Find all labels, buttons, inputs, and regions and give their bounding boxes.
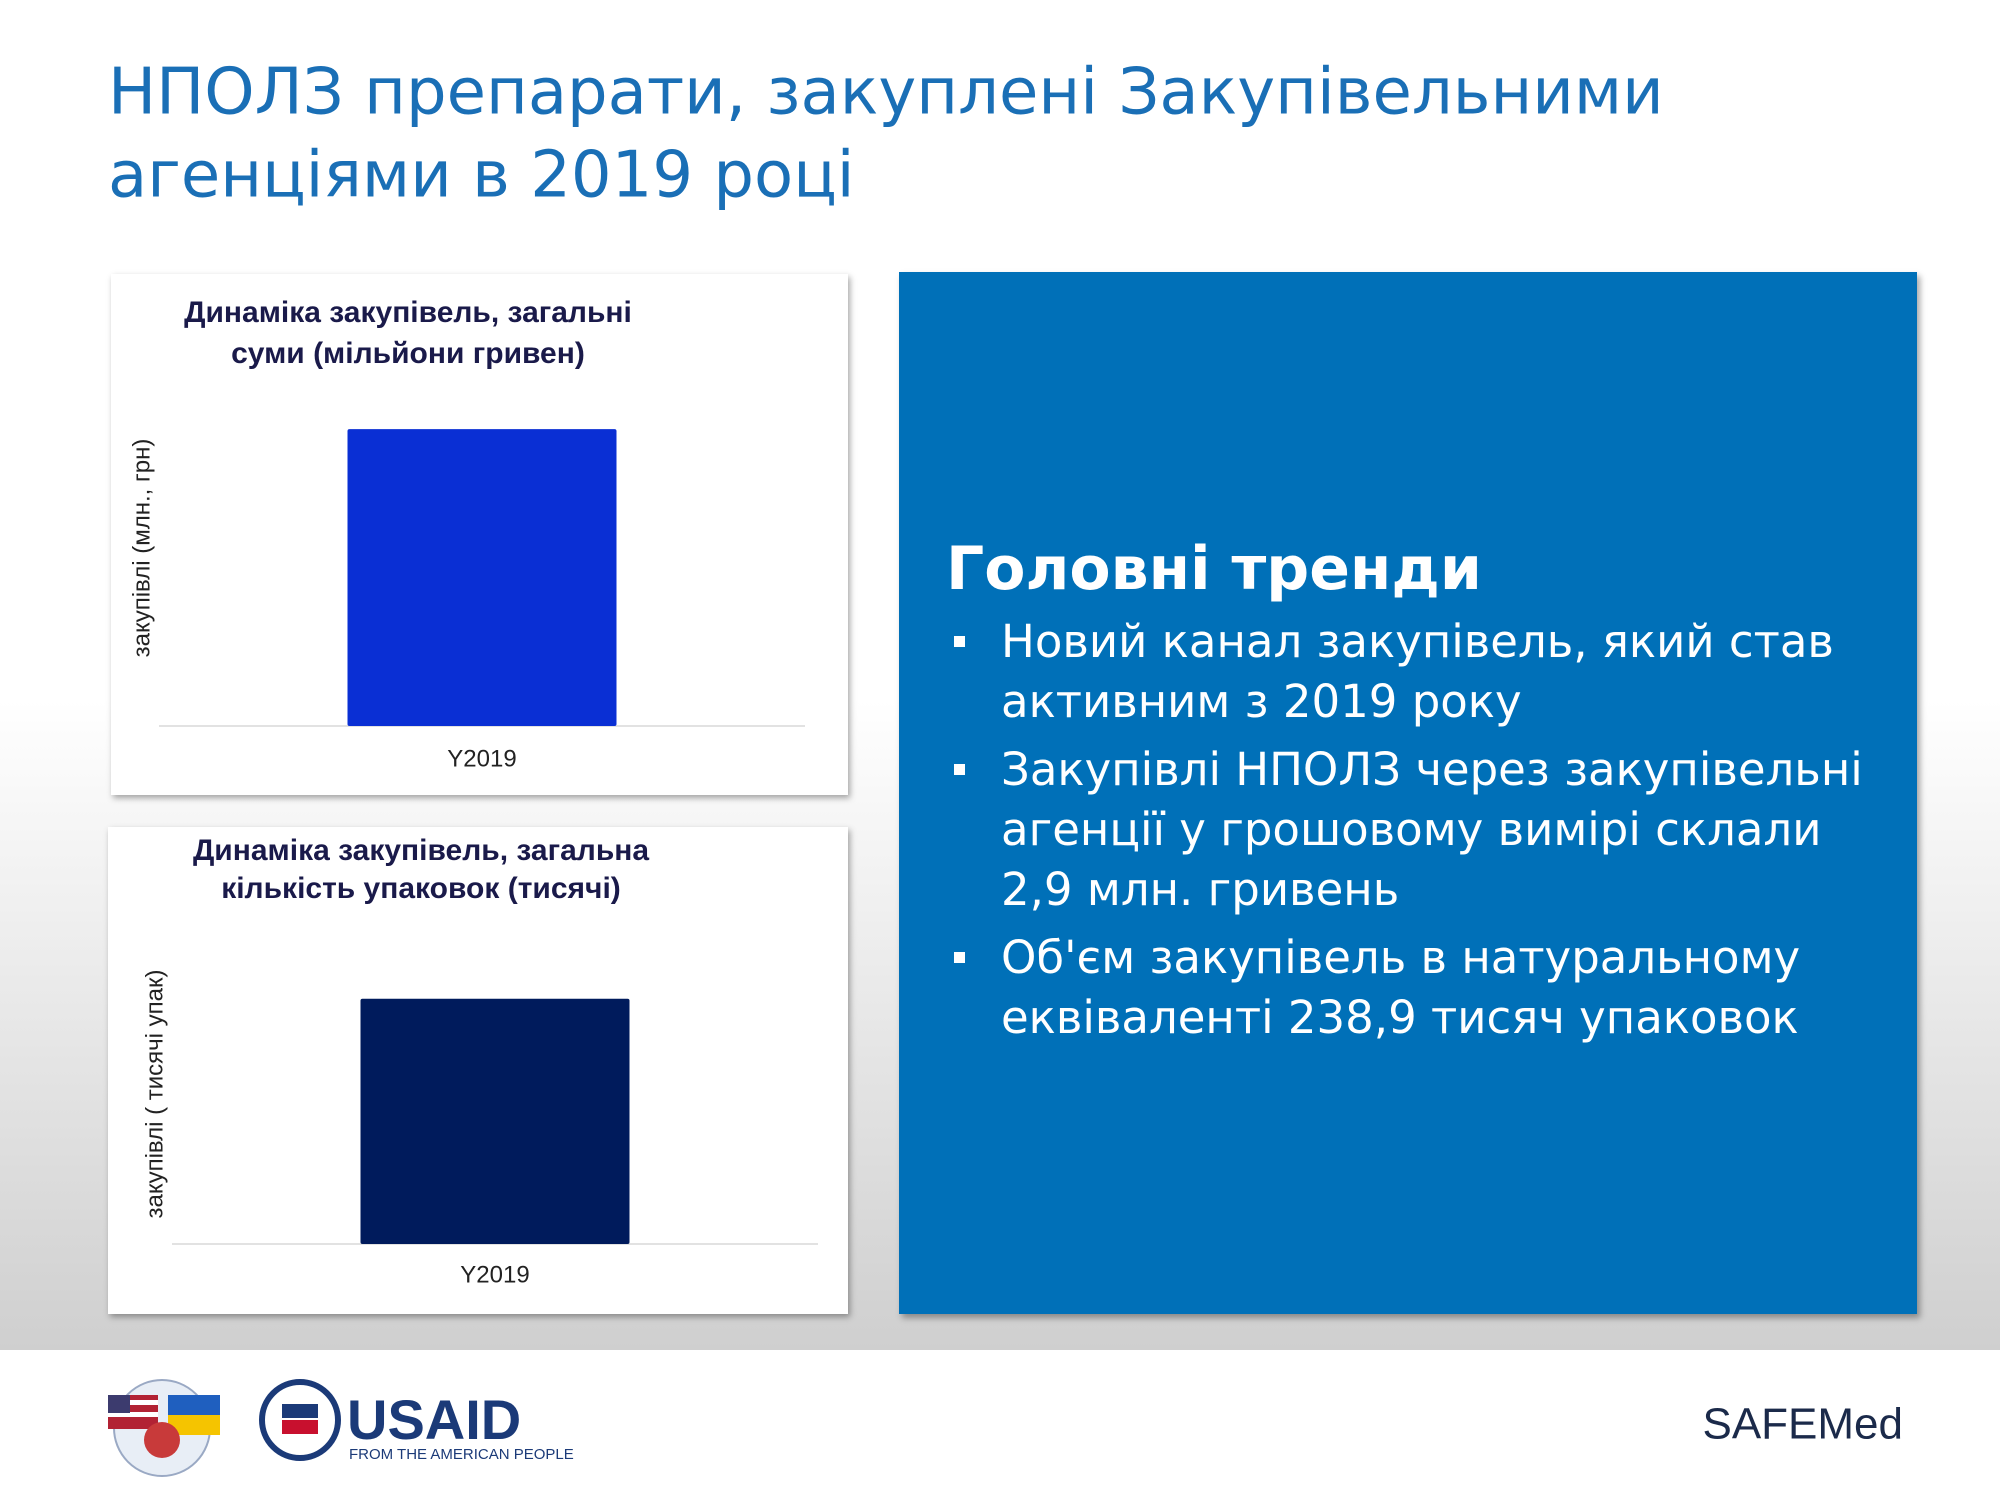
bar bbox=[360, 998, 630, 1244]
trend-bullet: Закупівлі НПОЛЗ через закупівельні агенц… bbox=[946, 740, 1881, 920]
safemed-logo: SAFEMed bbox=[1702, 1400, 1903, 1449]
trend-bullet: Новий канал закупівель, який став активн… bbox=[946, 612, 1881, 732]
partner-emblem bbox=[108, 1379, 220, 1477]
y-axis-label: закупівлі ( тисячі упак) bbox=[141, 969, 168, 1218]
trends-list: Новий канал закупівель, який став активн… bbox=[946, 612, 1887, 1048]
chart-title: Динаміка закупівель, загальна bbox=[193, 834, 649, 867]
trend-bullet: Об'єм закупівель в натуральному еквівале… bbox=[946, 928, 1881, 1048]
y-axis-label: закупівлі (млн., грн) bbox=[128, 439, 155, 658]
chart-title: суми (мільйони гривен) bbox=[231, 337, 585, 370]
trends-heading: Головні тренди bbox=[946, 534, 1482, 604]
x-tick-label: Y2019 bbox=[460, 1261, 529, 1288]
usaid-wordmark: USAID bbox=[347, 1388, 521, 1451]
usaid-tagline: FROM THE AMERICAN PEOPLE bbox=[349, 1446, 574, 1463]
trends-panel: Головні тренди Новий канал закупівель, я… bbox=[899, 272, 1917, 1314]
chart-title: Динаміка закупівель, загальні bbox=[184, 296, 632, 329]
bar bbox=[347, 429, 617, 726]
usaid-seal bbox=[259, 1379, 341, 1461]
slide-title: агенціями в 2019 році bbox=[108, 139, 855, 213]
x-tick-label: Y2019 bbox=[447, 745, 516, 772]
chart-title: кількість упаковок (тисячі) bbox=[221, 872, 621, 905]
slide-title: НПОЛЗ препарати, закуплені Закупівельним… bbox=[108, 56, 1664, 130]
